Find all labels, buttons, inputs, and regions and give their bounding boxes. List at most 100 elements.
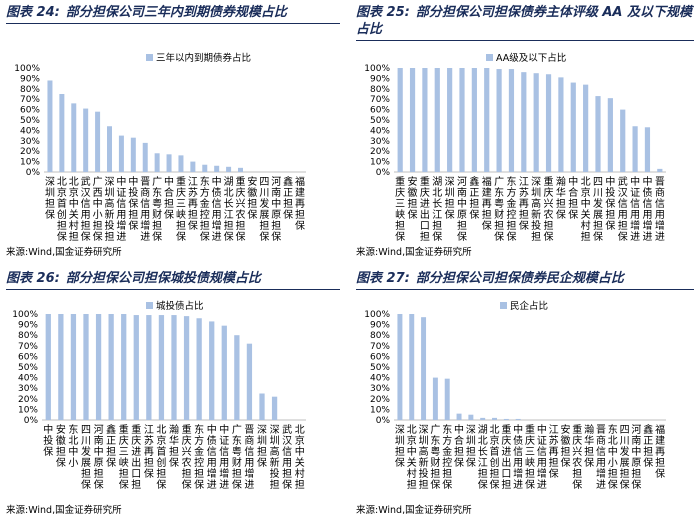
category-char: 三 — [525, 447, 535, 458]
category-char: 武 — [618, 175, 628, 188]
y-tick-label: 100% — [364, 64, 390, 74]
category-char: 保 — [156, 478, 166, 491]
bar — [196, 318, 202, 420]
category-label: 瀚华担保 — [556, 175, 566, 221]
category-char: 进 — [116, 231, 126, 243]
category-char: 增 — [513, 467, 523, 480]
category-char: 中 — [295, 445, 305, 458]
category-label: 重庆兴农担保 — [182, 423, 192, 491]
category-char: 担 — [247, 198, 257, 210]
category-char: 徽 — [408, 186, 418, 199]
category-label: 深圳高新投担 — [531, 176, 541, 243]
category-char: 担 — [182, 468, 192, 480]
category-char: 保 — [106, 456, 116, 469]
category-label: 重庆进出口担 — [501, 423, 511, 491]
category-char: 兴 — [236, 198, 246, 210]
category-char: 担 — [395, 220, 405, 232]
category-char: 庆 — [395, 186, 405, 199]
y-tick-label: 70% — [370, 342, 390, 352]
category-char: 保 — [408, 208, 418, 221]
category-char: 担 — [478, 468, 488, 480]
category-char: 苏 — [549, 434, 559, 447]
category-label: 中证信用增进 — [219, 423, 229, 491]
category-char: 华 — [584, 434, 594, 447]
bar — [226, 166, 232, 172]
category-char: 用 — [81, 210, 91, 221]
category-char: 河 — [631, 424, 641, 436]
category-char: 川 — [259, 188, 269, 199]
category-char: 西 — [93, 188, 103, 199]
category-char: 鑫 — [643, 423, 653, 436]
category-char: 东 — [506, 175, 516, 188]
category-char: 京 — [156, 434, 166, 447]
category-char: 重 — [525, 423, 535, 436]
chart-25-label: 图表 25: — [356, 5, 410, 20]
chart-24-plot: 0%10%20%30%40%50%60%70%80%90%100% 三年以内到期债… — [14, 52, 306, 243]
category-char: 担 — [549, 457, 559, 469]
category-char: 进 — [630, 231, 640, 243]
category-char: 增 — [596, 467, 606, 480]
category-char: 保 — [93, 230, 103, 243]
category-char: 重 — [395, 175, 405, 188]
category-char: 关 — [295, 456, 305, 469]
category-char: 晋 — [596, 424, 606, 436]
category-char: 用 — [630, 210, 640, 221]
panel-chart-25: 图表 25: 部分担保公司担保债券主体评级 AA 及以下规模占比 0% 10% 20%… — [356, 4, 694, 258]
category-char: 庆 — [572, 434, 582, 447]
category-char: 担 — [169, 446, 179, 458]
category-char: 担 — [655, 457, 665, 469]
category-char: 南 — [94, 434, 104, 447]
y-tick-label: 50% — [18, 363, 38, 373]
category-char: 北 — [490, 424, 500, 436]
category-char: 江 — [519, 176, 529, 188]
y-tick-label: 40% — [370, 374, 390, 384]
category-char: 三 — [395, 199, 405, 210]
category-char: 南 — [271, 186, 281, 199]
category-char: 再 — [482, 198, 492, 210]
category-char: 粤 — [494, 197, 504, 210]
category-char: 广 — [494, 176, 504, 188]
category-char: 方 — [506, 186, 516, 199]
chart-27-title: 部分担保公司担保债券民企规模占比 — [415, 271, 624, 286]
category-label: 深圳担保 — [45, 176, 55, 221]
y-tick-label: 70% — [18, 342, 38, 352]
category-char: 保 — [395, 230, 405, 243]
category-char: 保 — [631, 478, 641, 491]
category-char: 东 — [442, 423, 452, 436]
category-char: 深 — [257, 424, 267, 436]
category-char: 担 — [608, 468, 618, 480]
bar — [515, 418, 521, 420]
category-char: 创 — [490, 456, 500, 469]
category-label: 晋商信用增进 — [244, 424, 254, 491]
category-char: 圳 — [419, 435, 429, 447]
category-char: 高 — [270, 445, 280, 458]
category-label: 安徽担保 — [247, 175, 257, 221]
category-label: 中债信用增进 — [513, 423, 523, 491]
category-label: 北京中关村担 — [69, 176, 79, 243]
category-char: 增 — [116, 219, 126, 232]
bar — [632, 126, 638, 172]
category-char: 进 — [219, 479, 229, 491]
category-char: 保 — [466, 456, 476, 469]
category-char: 证 — [116, 187, 126, 199]
bar — [409, 68, 416, 172]
category-char: 担 — [295, 209, 305, 221]
category-char: 担 — [454, 446, 464, 458]
category-char: 合 — [454, 434, 464, 447]
category-char: 担 — [408, 198, 418, 210]
category-char: 庆 — [420, 186, 430, 199]
category-char: 信 — [630, 198, 640, 210]
category-char: 京 — [57, 186, 67, 199]
category-char: 担 — [152, 220, 162, 232]
category-char: 方 — [200, 186, 210, 199]
category-char: 中 — [207, 423, 217, 436]
category-char: 川 — [593, 188, 603, 199]
bar — [83, 108, 89, 172]
category-label: 重庆进出口担 — [420, 175, 430, 243]
category-char: 商 — [596, 434, 606, 447]
category-char: 保 — [430, 478, 440, 491]
bar — [71, 103, 77, 172]
category-char: 增 — [655, 219, 665, 232]
bar — [459, 68, 465, 172]
category-char: 担 — [259, 220, 269, 232]
